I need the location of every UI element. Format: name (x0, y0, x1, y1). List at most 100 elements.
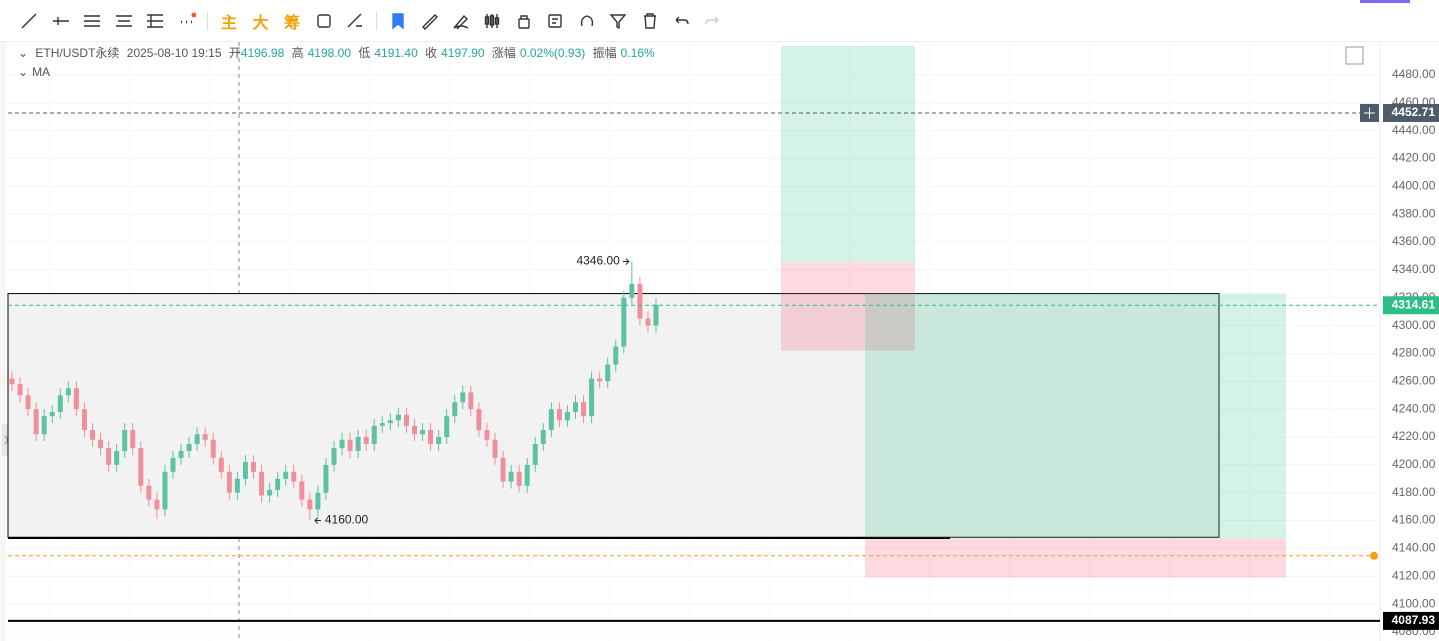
candle-body (468, 392, 474, 410)
position-profit (781, 46, 915, 262)
candle-body (540, 430, 546, 444)
candle-body (339, 439, 345, 449)
candle-body (9, 378, 15, 385)
annotation-high: 4346.00 (576, 254, 620, 268)
measure-tool[interactable] (344, 10, 366, 32)
y-tick-label: 4260.00 (1392, 373, 1436, 387)
candle-body (323, 464, 329, 493)
candle-body (178, 450, 184, 458)
chips[interactable]: 筹 (283, 14, 300, 32)
candle-body (637, 283, 643, 319)
filter-tool[interactable] (607, 10, 629, 32)
lock-tool[interactable] (513, 10, 535, 32)
candle-body (452, 402, 458, 417)
separator (207, 11, 208, 30)
candle-body (41, 416, 47, 435)
candle-body (194, 434, 200, 444)
collapse-toggle[interactable]: ⌄ (18, 65, 29, 79)
ruler-tool[interactable] (418, 10, 440, 32)
y-tick-label: 4160.00 (1392, 513, 1436, 527)
candle-body (460, 392, 466, 403)
position-profit (865, 293, 1286, 539)
y-tick-label: 4280.00 (1392, 346, 1436, 360)
candle-body (420, 430, 426, 435)
candle-body (605, 364, 611, 382)
candle-body (49, 411, 55, 417)
candle-body (436, 437, 442, 444)
annotation-low: 4160.00 (325, 513, 369, 527)
candle-body (315, 492, 321, 510)
candle-body (387, 420, 393, 424)
y-tick-label: 4400.00 (1392, 179, 1436, 193)
amplitude-label: 振幅 (592, 46, 617, 60)
more-tool[interactable] (176, 10, 198, 32)
time: 2025-08-10 19:15 (126, 46, 222, 60)
symbol: ETH/USDT永续 (35, 46, 120, 60)
candle-body (524, 464, 530, 486)
candle-body (33, 409, 39, 435)
candle-body (516, 471, 522, 486)
candle-body (73, 388, 79, 410)
candle-body (548, 409, 554, 431)
candle-body (492, 439, 498, 458)
ray-tool[interactable] (50, 10, 72, 32)
note-tool[interactable] (544, 10, 566, 32)
pen-tool[interactable] (450, 10, 472, 32)
candle-body (65, 388, 71, 396)
parallel-tool[interactable] (81, 10, 103, 32)
price-tag-label: 4087.93 (1392, 613, 1436, 627)
fullscreen-button[interactable] (1345, 46, 1364, 65)
redo[interactable] (702, 10, 724, 32)
candle-body (57, 395, 63, 412)
candle-body (331, 448, 337, 465)
main-indicator[interactable]: 主 (220, 14, 237, 32)
delete-tool[interactable] (639, 10, 661, 32)
range-rectangle (7, 293, 1220, 538)
high-label: 高 (291, 46, 304, 60)
candle-body (162, 471, 168, 510)
price-tag-label: 4314.61 (1392, 297, 1436, 311)
line-tool[interactable] (18, 10, 40, 32)
left-edge (0, 42, 6, 641)
candle-body (275, 478, 281, 490)
price-tag-label: 4452.71 (1392, 105, 1436, 119)
candle-body (114, 450, 120, 465)
bookmark-tool[interactable] (387, 10, 409, 32)
big-order[interactable]: 大 (252, 14, 269, 32)
open-value: 4196.98 (240, 46, 285, 60)
candle-body (25, 395, 31, 410)
candle-body (508, 471, 514, 482)
candle-body (371, 425, 377, 444)
y-tick-label: 4140.00 (1392, 541, 1436, 555)
candle-body (291, 471, 297, 482)
separator (375, 11, 377, 30)
candle-body (621, 297, 627, 347)
position-loss (781, 261, 915, 351)
candle-body (299, 481, 305, 500)
undo[interactable] (670, 10, 692, 32)
candle-body (613, 346, 619, 365)
candle-body (363, 437, 369, 444)
candle-body (532, 443, 538, 465)
candle-tool[interactable] (481, 10, 503, 32)
y-tick-label: 4300.00 (1392, 318, 1436, 332)
collapse-toggle[interactable]: ⌄ (18, 46, 29, 60)
candle-body (476, 409, 482, 431)
candle-body (130, 430, 136, 449)
channel-tool[interactable] (113, 10, 135, 32)
amplitude-value: 0.16% (620, 46, 655, 60)
candle-body (484, 430, 490, 440)
replay-tool[interactable] (313, 10, 335, 32)
candle-body (170, 457, 176, 472)
candle-body (629, 283, 635, 298)
candle-body (500, 457, 506, 482)
fib-tool[interactable] (144, 10, 166, 32)
low-value: 4191.40 (374, 46, 418, 60)
y-tick-label: 4100.00 (1392, 596, 1436, 610)
y-tick-label: 4120.00 (1392, 568, 1436, 582)
candle-body (259, 471, 265, 496)
candle-body (90, 430, 95, 440)
magnet-tool[interactable] (576, 10, 598, 32)
candle-body (17, 384, 23, 396)
